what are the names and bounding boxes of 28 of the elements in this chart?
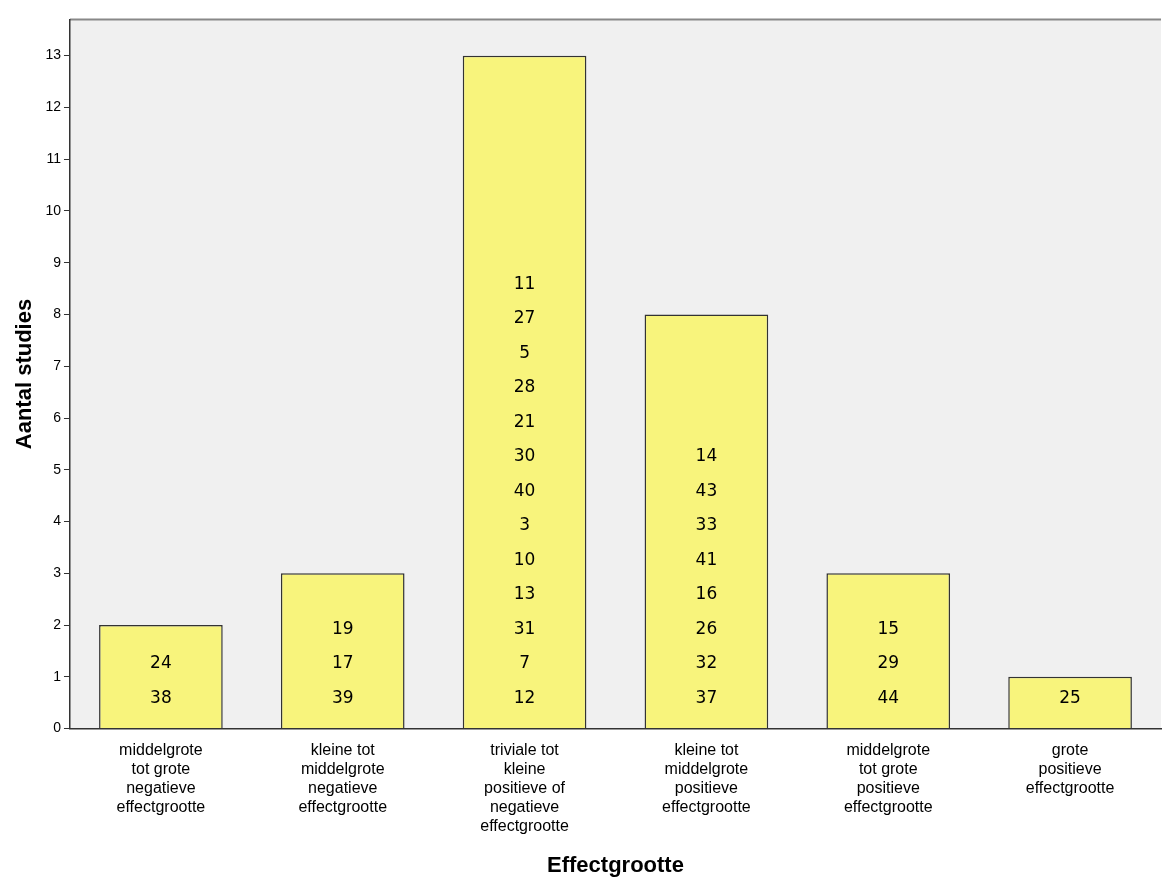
x-tick-label: kleine tot middelgrote positieve effectgrootte <box>662 740 751 816</box>
y-tick-label: 12 <box>45 98 62 115</box>
x-tick-label: kleine tot middelgrote negatieve effectgrootte <box>298 740 388 816</box>
x-tick-label: middelgrote tot grote negatieve effectgrootte <box>116 740 206 816</box>
y-tick-label: 10 <box>45 201 62 218</box>
x-tick-label: triviale tot kleine positieve of negatieve effectgrootte <box>480 740 569 835</box>
y-tick-label: 4 <box>53 512 62 529</box>
y-tick-label: 9 <box>53 253 62 270</box>
x-tick-label: grote positieve effectgrootte <box>1025 740 1115 797</box>
annotation: 25 <box>1059 686 1081 707</box>
x-tick-label: middelgrote tot grote positieve effectgrootte <box>843 740 933 816</box>
y-tick-label: 6 <box>53 408 62 425</box>
annotation: 14 43 33 41 16 26 32 37 <box>695 445 718 707</box>
annotation: 15 29 44 <box>877 617 900 707</box>
x-axis-title: Effectgrootte <box>547 851 684 877</box>
y-tick-label: 5 <box>53 460 62 477</box>
y-tick-label: 8 <box>53 305 62 322</box>
y-axis-title: Aantal studies <box>11 298 37 450</box>
y-tick-label: 11 <box>46 150 62 167</box>
text: 11 27 5 28 21 30 40 3 10 13 31 7 12 <box>513 272 536 707</box>
y-tick-label: 3 <box>53 564 62 581</box>
y-tick-label: 2 <box>53 615 62 632</box>
annotation: 24 38 <box>150 652 172 707</box>
y-tick-label: 7 <box>53 357 62 374</box>
y-tick-label: 1 <box>53 667 62 684</box>
y-tick-label: 13 <box>45 46 62 63</box>
y-tick-label: 0 <box>53 719 62 736</box>
annotation: 19 17 39 <box>331 617 354 707</box>
